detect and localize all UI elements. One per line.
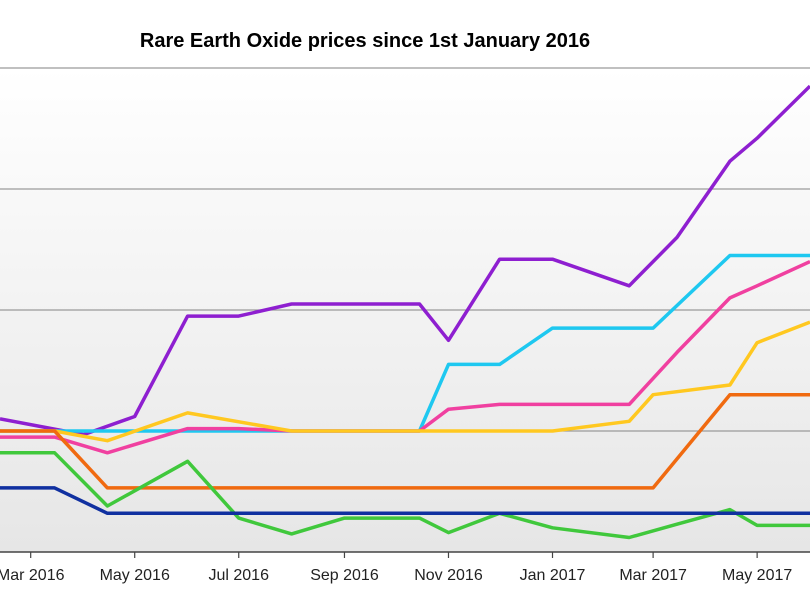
series-line [0, 84, 810, 437]
x-tick-label: May 2017 [722, 567, 792, 584]
series-lines [0, 84, 810, 540]
x-tick-label: Mar 2016 [0, 567, 65, 584]
x-axis-ticks: Mar 2016 May 2016 Jul 2016 Sep 2016 Nov 2016… [0, 552, 792, 584]
x-tick-label: Mar 2017 [619, 567, 687, 584]
x-tick-label: Sep 2016 [310, 567, 379, 584]
series-line [0, 320, 810, 443]
x-tick-label: Nov 2016 [414, 567, 483, 584]
series-line [0, 451, 810, 540]
x-tick-label: Jul 2016 [208, 567, 269, 584]
series-line [0, 253, 810, 433]
chart-title: Rare Earth Oxide prices since 1st Januar… [139, 30, 591, 52]
x-tick-label: May 2016 [100, 567, 170, 584]
series-line [0, 260, 810, 455]
series-line [0, 486, 810, 516]
series-line [0, 392, 810, 490]
x-tick-label: Jan 2017 [520, 567, 586, 584]
